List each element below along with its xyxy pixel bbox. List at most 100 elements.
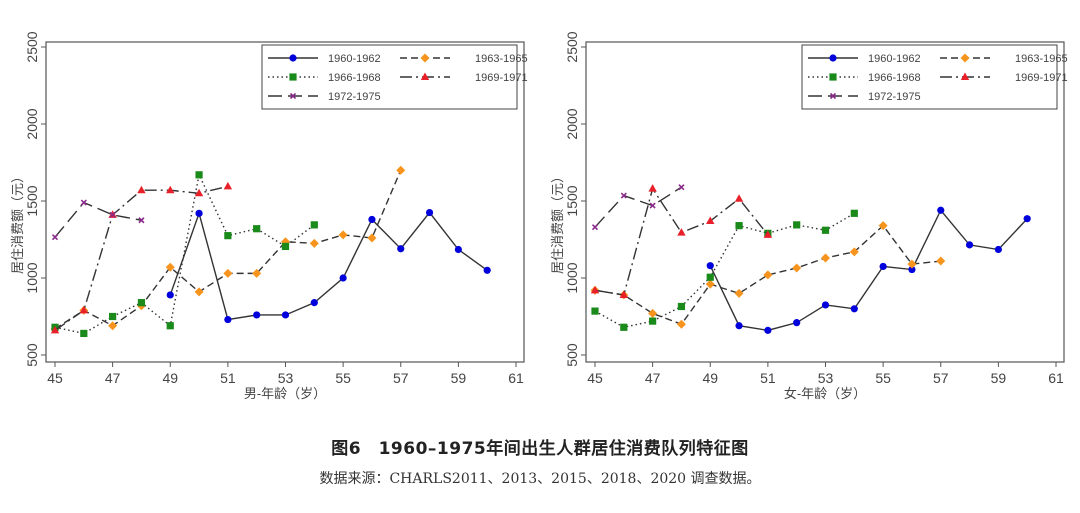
male-legend-item-1966-1968: 1966-1968: [268, 72, 381, 84]
female-point-1960-1962-56: [908, 265, 916, 274]
male-ytick-label: 2500: [24, 31, 40, 62]
male-point-1960-1962-55: [339, 274, 347, 282]
male-point-1960-1962-50: [195, 209, 203, 217]
female-point-1963-1965-51: [763, 270, 773, 280]
female-legend-marker: [960, 72, 970, 80]
male-legend-marker: [420, 72, 430, 80]
male-xtick-label: 57: [393, 370, 409, 386]
male-xtick-label: 49: [162, 370, 178, 386]
male-point-1969-1971-48: [137, 185, 146, 194]
female-point-1972-1975-45: [591, 224, 599, 231]
female-point-1960-1962-51: [764, 326, 772, 334]
female-point-1966-1968-49: [706, 273, 714, 281]
female-point-1960-1962-50: [735, 322, 743, 330]
female-point-1966-1968-52: [793, 221, 801, 229]
male-xtick-label: 53: [278, 370, 294, 386]
female-xtick-label: 55: [875, 370, 891, 386]
female-series-1972-1975: [591, 184, 685, 231]
female-series-1960-1962: [706, 206, 1031, 334]
female-legend-item-1963-1965: 1963-1965: [940, 53, 1068, 65]
female-legend-label: 1963-1965: [1015, 53, 1068, 65]
female-point-1963-1965-57: [936, 256, 946, 266]
female-legend-item-1969-1971: 1969-1971: [940, 72, 1068, 84]
female-point-1963-1965-50: [734, 288, 744, 298]
male-xtick-label: 51: [220, 370, 236, 386]
male-legend-item-1963-1965: 1963-1965: [400, 53, 528, 65]
female-point-1960-1962-57: [937, 206, 945, 214]
female-point-1969-1971-46: [619, 290, 629, 298]
male-xtick-label: 55: [335, 370, 351, 386]
male-legend-label: 1972-1975: [328, 91, 381, 103]
female-point-1960-1962-55: [879, 262, 887, 271]
female-point-1969-1971-47: [648, 184, 657, 192]
male-point-1960-1962-49: [166, 291, 174, 299]
male-point-1960-1962-51: [224, 315, 232, 324]
female-point-1963-1965-49: [705, 279, 715, 289]
male-line-1960-1962: [169, 210, 488, 321]
female-point-1963-1965-53: [821, 253, 830, 263]
male-point-1969-1971-45: [50, 325, 60, 334]
female-point-1966-1968-48: [677, 302, 686, 311]
female-point-1969-1971-45: [590, 285, 600, 294]
female-legend-label: 1966-1968: [868, 72, 921, 84]
male-legend-marker: [289, 54, 297, 62]
male-legend-marker: [420, 53, 430, 63]
male-point-1969-1971-49: [166, 185, 175, 194]
male-xtick-label: 59: [451, 370, 467, 386]
female-series-1966-1968: [591, 209, 858, 331]
female-point-1966-1968-47: [649, 317, 657, 325]
male-point-1969-1971-51: [223, 181, 233, 190]
male-line-1972-1975: [54, 201, 142, 238]
male-ytick-label: 2000: [24, 108, 40, 139]
female-xtick-label: 61: [1048, 370, 1064, 386]
female-point-1966-1968-53: [821, 226, 830, 234]
male-point-1966-1968-54: [310, 221, 318, 229]
female-legend-marker: [960, 53, 970, 63]
male-point-1960-1962-52: [253, 311, 261, 319]
male-series-1960-1962: [166, 208, 491, 324]
male-point-1972-1975-48: [138, 217, 145, 224]
male-point-1972-1975-45: [51, 234, 59, 241]
female-xaxis-label: 女-年龄（岁）: [784, 386, 866, 401]
male-point-1963-1965-54: [309, 238, 319, 248]
male-chart: 500 1000 1500 2000 2500 45 47 49 51 53 55 57 59 61 男-年…: [0, 30, 540, 415]
female-legend-marker: [829, 73, 837, 81]
female-xtick-label: 47: [645, 370, 661, 386]
female-line-1960-1962: [709, 208, 1028, 332]
male-series-1972-1975: [51, 199, 145, 241]
female-legend-item-1966-1968: 1966-1968: [808, 72, 921, 84]
male-point-1960-1962-54: [310, 299, 318, 307]
male-point-1960-1962-57: [397, 245, 405, 253]
female-point-1963-1965-47: [648, 308, 658, 318]
female-ytick-label: 500: [564, 343, 580, 367]
female-legend-label: 1972-1975: [868, 91, 921, 103]
male-series-1966-1968: [51, 171, 318, 338]
female-point-1963-1965-54: [849, 247, 859, 257]
male-legend-item-1960-1962: 1960-1962: [268, 53, 381, 65]
female-legend-label: 1969-1971: [1015, 72, 1068, 84]
male-point-1963-1965-47: [108, 321, 118, 331]
male-point-1963-1965-52: [252, 268, 262, 278]
male-legend-item-1969-1971: 1969-1971: [400, 72, 528, 84]
female-point-1963-1965-52: [792, 263, 802, 273]
male-ytick-label: 500: [24, 343, 40, 367]
female-point-1963-1965-55: [878, 221, 888, 231]
male-point-1963-1965-51: [223, 268, 233, 278]
female-point-1960-1962-59: [994, 245, 1002, 254]
female-legend: 1960-1962 1963-1965 1966-1968 1969-1971 1972…: [801, 44, 1068, 110]
female-xtick-label: 51: [760, 370, 776, 386]
figure-source-note: 数据来源：CHARLS2011、2013、2015、2018、2020 调查数据…: [319, 471, 761, 487]
male-point-1966-1968-51: [224, 232, 232, 240]
male-point-1966-1968-53: [281, 242, 290, 251]
male-legend-label: 1969-1971: [475, 72, 528, 84]
male-point-1972-1975-47: [109, 211, 116, 218]
female-point-1963-1965-48: [676, 319, 686, 329]
male-point-1963-1965-56: [367, 233, 377, 243]
female-xtick-label: 45: [587, 370, 603, 386]
female-ytick-label: 1500: [564, 185, 580, 216]
female-ytick-label: 2500: [564, 31, 580, 62]
female-legend-marker: [829, 92, 837, 100]
male-legend-item-1972-1975: 1972-1975: [268, 91, 381, 103]
male-xtick-label: 61: [508, 370, 524, 386]
male-point-1966-1968-48: [137, 299, 146, 307]
